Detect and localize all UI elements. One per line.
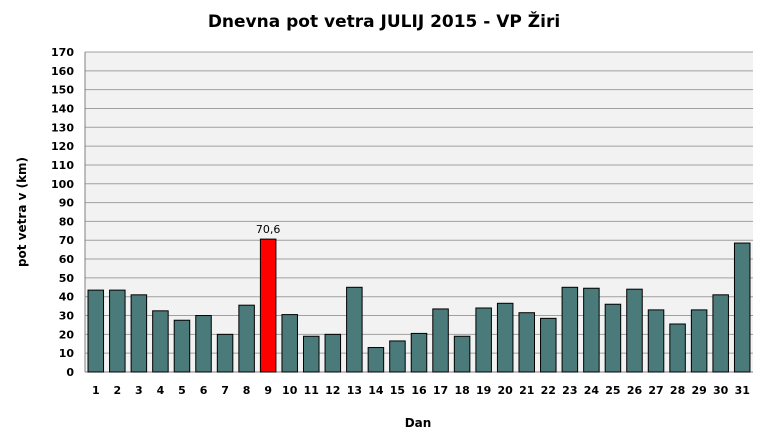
bar	[626, 288, 643, 373]
x-tick-label: 24	[584, 384, 600, 397]
y-tick-label: 90	[59, 197, 75, 210]
x-tick-label: 22	[541, 384, 556, 397]
x-tick-label: 6	[200, 384, 208, 397]
bar	[647, 309, 665, 373]
y-tick-label: 70	[59, 234, 75, 247]
y-tick-label: 150	[51, 84, 74, 97]
x-tick-label: 7	[221, 384, 229, 397]
bar	[453, 335, 471, 373]
y-tick-label: 40	[59, 291, 75, 304]
x-tick-label: 5	[178, 384, 186, 397]
bar	[669, 323, 686, 373]
bar	[518, 312, 535, 373]
bar	[173, 319, 191, 373]
x-tick-label: 10	[282, 384, 298, 397]
x-tick-label: 14	[368, 384, 384, 397]
y-tick-label: 80	[59, 215, 75, 228]
y-tick-label: 170	[51, 46, 74, 59]
x-tick-label: 28	[670, 384, 685, 397]
y-tick-label: 110	[51, 159, 74, 172]
x-tick-label: 3	[135, 384, 143, 397]
bar	[346, 286, 363, 373]
x-tick-label: 2	[113, 384, 121, 397]
bar	[324, 333, 342, 373]
bar	[561, 286, 579, 373]
bar	[152, 310, 169, 373]
bar	[281, 314, 298, 373]
x-tick-label: 21	[519, 384, 534, 397]
y-tick-label: 30	[59, 310, 75, 323]
bar	[496, 302, 514, 373]
y-tick-label: 100	[51, 178, 74, 191]
x-tick-label: 23	[562, 384, 577, 397]
bar	[367, 347, 385, 373]
x-tick-label: 11	[304, 384, 319, 397]
x-tick-label: 12	[325, 384, 340, 397]
bar	[259, 238, 277, 373]
y-tick-label: 160	[51, 65, 74, 78]
bar	[475, 307, 492, 373]
y-tick-label: 20	[59, 328, 75, 341]
bar	[109, 289, 126, 373]
bar	[712, 294, 729, 373]
bar	[604, 303, 622, 373]
x-tick-label: 19	[476, 384, 491, 397]
x-tick-label: 17	[433, 384, 448, 397]
bar	[216, 333, 234, 373]
bar	[733, 242, 751, 373]
y-tick-label: 0	[66, 366, 74, 379]
bar	[389, 340, 406, 373]
bar	[87, 289, 105, 373]
x-tick-label: 29	[691, 384, 706, 397]
x-tick-label: 9	[264, 384, 272, 397]
x-tick-label: 4	[157, 384, 165, 397]
bar	[583, 287, 600, 373]
bar	[195, 315, 212, 373]
bar	[432, 308, 449, 373]
chart-title: Dnevna pot vetra JULIJ 2015 - VP Žiri	[207, 12, 561, 32]
x-tick-label: 8	[243, 384, 251, 397]
x-tick-label: 20	[498, 384, 514, 397]
bar	[410, 332, 428, 373]
x-axis-label: Dan	[404, 416, 432, 430]
x-tick-label: 30	[713, 384, 729, 397]
y-tick-label: 130	[51, 121, 74, 134]
x-tick-label: 1	[92, 384, 100, 397]
y-tick-label: 140	[51, 102, 74, 115]
x-tick-label: 18	[454, 384, 469, 397]
bar	[303, 335, 320, 373]
y-tick-label: 120	[51, 140, 74, 153]
bar	[690, 309, 708, 373]
bar	[238, 304, 255, 373]
x-tick-label: 15	[390, 384, 405, 397]
bar	[540, 317, 557, 373]
data-label: 70,6	[256, 223, 281, 236]
x-tick-label: 31	[735, 384, 750, 397]
y-tick-label: 10	[59, 347, 75, 360]
x-tick-label: 27	[648, 384, 663, 397]
y-tick-label: 60	[59, 253, 75, 266]
bar	[130, 294, 148, 373]
x-tick-label: 25	[605, 384, 620, 397]
x-tick-label: 16	[411, 384, 427, 397]
x-tick-label: 13	[347, 384, 362, 397]
y-tick-label: 50	[59, 272, 75, 285]
x-tick-label: 26	[627, 384, 643, 397]
